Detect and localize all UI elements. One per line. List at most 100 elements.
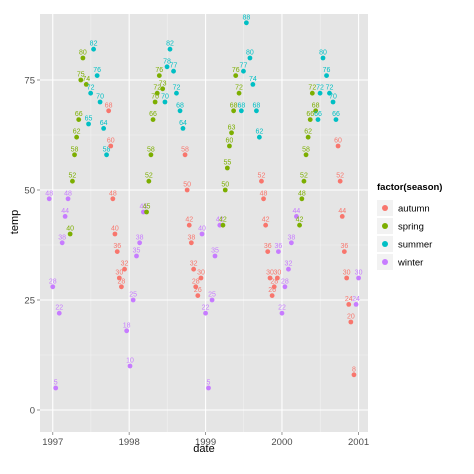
data-point-label-summer: 88 bbox=[242, 14, 250, 21]
data-point-label-autumn: 50 bbox=[183, 182, 191, 189]
data-point-spring bbox=[74, 134, 80, 140]
data-point-autumn bbox=[110, 196, 116, 202]
data-point-summer bbox=[241, 68, 246, 74]
data-point-autumn bbox=[191, 266, 197, 272]
data-point-autumn bbox=[351, 372, 357, 378]
data-point-label-winter: 45 bbox=[140, 204, 148, 211]
data-point-winter bbox=[62, 214, 68, 219]
data-point-spring bbox=[233, 73, 239, 78]
data-point-spring bbox=[148, 152, 154, 158]
data-point-label-winter: 48 bbox=[64, 190, 72, 197]
data-point-label-spring: 73 bbox=[159, 80, 167, 87]
data-point-label-winter: 5 bbox=[207, 380, 211, 387]
data-point-winter bbox=[50, 284, 56, 290]
data-point-label-autumn: 52 bbox=[258, 173, 266, 180]
data-point-spring bbox=[70, 178, 75, 184]
data-point-label-autumn: 28 bbox=[270, 278, 278, 285]
data-point-winter bbox=[137, 240, 143, 246]
data-point-autumn bbox=[341, 249, 347, 255]
data-point-label-spring: 66 bbox=[306, 111, 314, 118]
data-point-label-spring: 76 bbox=[232, 67, 240, 74]
data-point-label-summer: 68 bbox=[176, 102, 184, 109]
data-point-autumn bbox=[119, 284, 124, 290]
data-point-label-autumn: 60 bbox=[334, 138, 342, 145]
data-point-label-spring: 58 bbox=[71, 146, 79, 153]
x-tick-label: 2001 bbox=[348, 437, 369, 448]
data-point-label-autumn: 32 bbox=[121, 261, 129, 268]
data-point-spring bbox=[309, 90, 315, 96]
data-point-summer bbox=[315, 117, 321, 122]
data-point-summer bbox=[320, 55, 326, 61]
data-point-autumn bbox=[186, 222, 192, 228]
data-point-label-autumn: 20 bbox=[347, 314, 355, 321]
y-tick-label: 25 bbox=[24, 295, 35, 306]
data-point-winter bbox=[65, 196, 71, 202]
x-tick-label: 1999 bbox=[195, 437, 216, 448]
data-point-autumn bbox=[344, 275, 350, 281]
data-point-winter bbox=[134, 253, 139, 259]
data-point-summer bbox=[238, 108, 244, 114]
data-point-winter bbox=[206, 385, 211, 391]
data-point-spring bbox=[78, 77, 84, 83]
data-point-label-spring: 66 bbox=[149, 111, 157, 118]
data-point-autumn bbox=[346, 302, 352, 307]
data-point-spring bbox=[313, 108, 319, 114]
data-point-label-summer: 70 bbox=[96, 94, 104, 101]
data-point-label-summer: 72 bbox=[173, 85, 181, 92]
data-point-label-autumn: 42 bbox=[185, 217, 193, 224]
data-point-autumn bbox=[337, 178, 343, 184]
data-point-label-spring: 63 bbox=[228, 124, 236, 131]
data-point-label-spring: 60 bbox=[226, 138, 234, 145]
data-point-label-winter: 22 bbox=[55, 305, 63, 312]
data-point-summer bbox=[250, 82, 256, 87]
data-point-label-summer: 82 bbox=[90, 41, 98, 48]
data-point-label-summer: 58 bbox=[103, 146, 111, 153]
data-point-autumn bbox=[335, 143, 341, 149]
x-tick-label: 1998 bbox=[119, 437, 140, 448]
data-point-label-winter: 22 bbox=[202, 305, 210, 312]
data-point-winter bbox=[294, 214, 299, 219]
data-point-label-summer: 76 bbox=[93, 67, 101, 74]
legend-label-winter: winter bbox=[397, 257, 423, 268]
data-point-label-summer: 70 bbox=[329, 94, 337, 101]
data-point-label-spring: 72 bbox=[153, 85, 161, 92]
x-axis-title: date bbox=[193, 443, 214, 455]
data-point-spring bbox=[222, 187, 228, 193]
data-point-label-autumn: 30 bbox=[343, 270, 351, 277]
data-point-winter bbox=[199, 231, 205, 237]
data-point-label-summer: 72 bbox=[87, 85, 95, 92]
data-point-autumn bbox=[122, 266, 127, 272]
data-point-label-spring: 76 bbox=[155, 67, 163, 74]
data-point-autumn bbox=[116, 275, 122, 281]
data-point-summer bbox=[324, 73, 329, 78]
data-point-spring bbox=[144, 209, 149, 215]
data-point-summer bbox=[330, 99, 336, 105]
data-point-spring bbox=[152, 99, 158, 105]
data-point-spring bbox=[220, 222, 226, 228]
data-point-label-autumn: 26 bbox=[194, 287, 202, 294]
legend-label-summer: summer bbox=[398, 239, 432, 250]
data-point-label-spring: 50 bbox=[221, 182, 229, 189]
data-point-winter bbox=[276, 249, 281, 255]
data-point-label-spring: 40 bbox=[66, 226, 74, 233]
data-point-label-spring: 66 bbox=[75, 111, 83, 118]
data-point-spring bbox=[72, 152, 77, 158]
panel-background bbox=[40, 14, 368, 432]
data-point-label-summer: 77 bbox=[240, 63, 248, 70]
data-point-label-autumn: 36 bbox=[113, 243, 121, 250]
data-point-spring bbox=[305, 134, 311, 140]
data-point-label-autumn: 48 bbox=[260, 190, 268, 197]
legend-swatch-summer bbox=[382, 241, 388, 247]
data-point-autumn bbox=[269, 293, 275, 298]
data-point-spring bbox=[307, 117, 313, 122]
data-point-label-summer: 66 bbox=[332, 111, 340, 118]
data-point-label-autumn: 48 bbox=[109, 190, 117, 197]
data-point-label-autumn: 32 bbox=[190, 261, 198, 268]
data-point-spring bbox=[236, 90, 242, 96]
data-point-spring bbox=[224, 165, 230, 171]
data-point-summer bbox=[94, 73, 100, 78]
data-point-label-winter: 44 bbox=[293, 208, 301, 215]
legend: factor(season) autumn spring summer winter bbox=[377, 182, 442, 270]
data-point-winter bbox=[127, 363, 133, 369]
y-tick-label: 50 bbox=[24, 185, 35, 196]
